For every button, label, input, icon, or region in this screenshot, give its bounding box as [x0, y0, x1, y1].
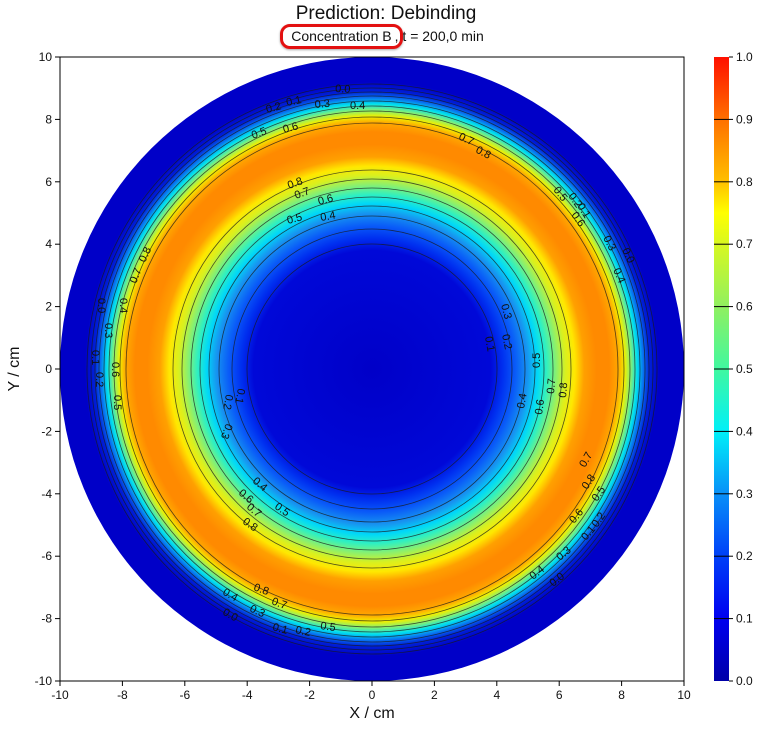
- highlighted-series-label: Concentration B: [280, 24, 404, 49]
- svg-text:0.4: 0.4: [117, 298, 129, 313]
- svg-text:0.3: 0.3: [314, 98, 330, 111]
- svg-text:0.2: 0.2: [93, 372, 105, 387]
- svg-text:0.4: 0.4: [350, 100, 365, 112]
- svg-text:0.2: 0.2: [736, 549, 753, 563]
- svg-text:4: 4: [45, 237, 52, 251]
- svg-text:0.9: 0.9: [736, 112, 753, 126]
- svg-text:0.0: 0.0: [736, 674, 753, 688]
- svg-text:0.8: 0.8: [137, 245, 154, 264]
- svg-text:10: 10: [677, 688, 691, 702]
- svg-text:0.6: 0.6: [282, 120, 300, 136]
- svg-text:0.3: 0.3: [736, 487, 753, 501]
- y-tick-labels: 10 8 6 4 2 0 -2 -4 -6 -8 -10: [35, 50, 53, 688]
- svg-text:0.3: 0.3: [218, 422, 235, 440]
- svg-text:0.7: 0.7: [545, 378, 558, 394]
- svg-text:8: 8: [45, 112, 52, 126]
- svg-text:0.2: 0.2: [220, 393, 234, 410]
- svg-text:4: 4: [493, 688, 500, 702]
- subtitle-time: , t = 200,0 min: [394, 28, 484, 44]
- concentration-disk: 0.0 0.2 0.1 0.3 0.4 0.5 0.6 0.7 0.8 0.8 …: [60, 57, 684, 681]
- svg-text:0.1: 0.1: [89, 350, 101, 365]
- y-axis-label: Y / cm: [6, 346, 23, 392]
- svg-text:0.5: 0.5: [286, 211, 304, 227]
- svg-text:0.0: 0.0: [95, 298, 107, 313]
- svg-text:-8: -8: [117, 688, 128, 702]
- svg-text:0: 0: [369, 688, 376, 702]
- svg-text:-8: -8: [41, 612, 52, 626]
- svg-text:0.6: 0.6: [736, 300, 753, 314]
- svg-text:0.5: 0.5: [250, 125, 268, 142]
- svg-text:-10: -10: [51, 688, 69, 702]
- svg-text:0.8: 0.8: [736, 175, 753, 189]
- svg-text:0.7: 0.7: [293, 185, 311, 202]
- svg-text:0.7: 0.7: [457, 131, 476, 148]
- svg-text:0.1: 0.1: [482, 335, 496, 352]
- svg-text:0.0: 0.0: [335, 83, 351, 96]
- svg-text:0.3: 0.3: [102, 323, 114, 338]
- x-ticks: [59, 681, 685, 686]
- svg-text:1.0: 1.0: [736, 50, 753, 64]
- svg-text:-6: -6: [179, 688, 190, 702]
- svg-text:0.7: 0.7: [736, 237, 753, 251]
- x-tick-labels: -10 -8 -6 -4 -2 0 2 4 6 8 10: [51, 688, 691, 702]
- svg-text:0.6: 0.6: [533, 399, 547, 416]
- svg-text:0.1: 0.1: [285, 94, 302, 109]
- svg-text:0.2: 0.2: [499, 333, 514, 350]
- svg-text:2: 2: [431, 688, 438, 702]
- svg-text:0.8: 0.8: [286, 175, 304, 192]
- svg-text:-2: -2: [41, 424, 52, 438]
- svg-text:0.1: 0.1: [271, 621, 289, 637]
- svg-text:0.2: 0.2: [265, 100, 283, 116]
- svg-text:0.3: 0.3: [248, 603, 267, 620]
- y-ticks: [55, 56, 60, 682]
- svg-text:0.2: 0.2: [294, 624, 311, 639]
- chart-title: Prediction: Debinding: [295, 3, 477, 24]
- svg-text:-10: -10: [35, 674, 53, 688]
- svg-text:-2: -2: [304, 688, 315, 702]
- svg-text:0.7: 0.7: [128, 266, 145, 285]
- svg-text:0.0: 0.0: [619, 246, 636, 265]
- svg-text:0.6: 0.6: [109, 362, 121, 377]
- svg-text:0.3: 0.3: [498, 303, 514, 321]
- svg-text:6: 6: [45, 175, 52, 189]
- chart-subtitle: Concentration B, t = 200,0 min: [0, 24, 772, 49]
- svg-text:0.1: 0.1: [736, 612, 753, 626]
- svg-text:0.7: 0.7: [270, 596, 288, 613]
- svg-text:2: 2: [45, 300, 52, 314]
- contour-lines: [86, 83, 658, 655]
- svg-text:-4: -4: [41, 487, 52, 501]
- svg-text:10: 10: [39, 50, 53, 64]
- x-axis-label: X / cm: [349, 705, 395, 722]
- svg-text:-6: -6: [41, 549, 52, 563]
- svg-text:0.8: 0.8: [252, 582, 270, 599]
- colorbar-tick-labels: 1.0 0.9 0.8 0.7 0.6 0.5 0.4 0.3 0.2 0.1 …: [736, 50, 753, 688]
- svg-text:6: 6: [556, 688, 563, 702]
- svg-text:8: 8: [618, 688, 625, 702]
- svg-text:0.5: 0.5: [531, 353, 543, 368]
- svg-text:0.4: 0.4: [319, 209, 336, 223]
- svg-text:-4: -4: [242, 688, 253, 702]
- svg-text:0: 0: [45, 362, 52, 376]
- svg-text:0.8: 0.8: [557, 382, 570, 398]
- svg-text:0.5: 0.5: [320, 620, 337, 634]
- svg-text:0.1: 0.1: [232, 387, 246, 404]
- svg-text:0.4: 0.4: [736, 424, 753, 438]
- svg-text:0.5: 0.5: [736, 362, 753, 376]
- svg-text:0.5: 0.5: [111, 395, 123, 410]
- svg-text:0.4: 0.4: [515, 392, 529, 409]
- svg-text:0.4: 0.4: [610, 266, 627, 285]
- svg-text:0.6: 0.6: [317, 192, 335, 208]
- colorbar: 1.0 0.9 0.8 0.7 0.6 0.5 0.4 0.3 0.2 0.1 …: [714, 50, 753, 688]
